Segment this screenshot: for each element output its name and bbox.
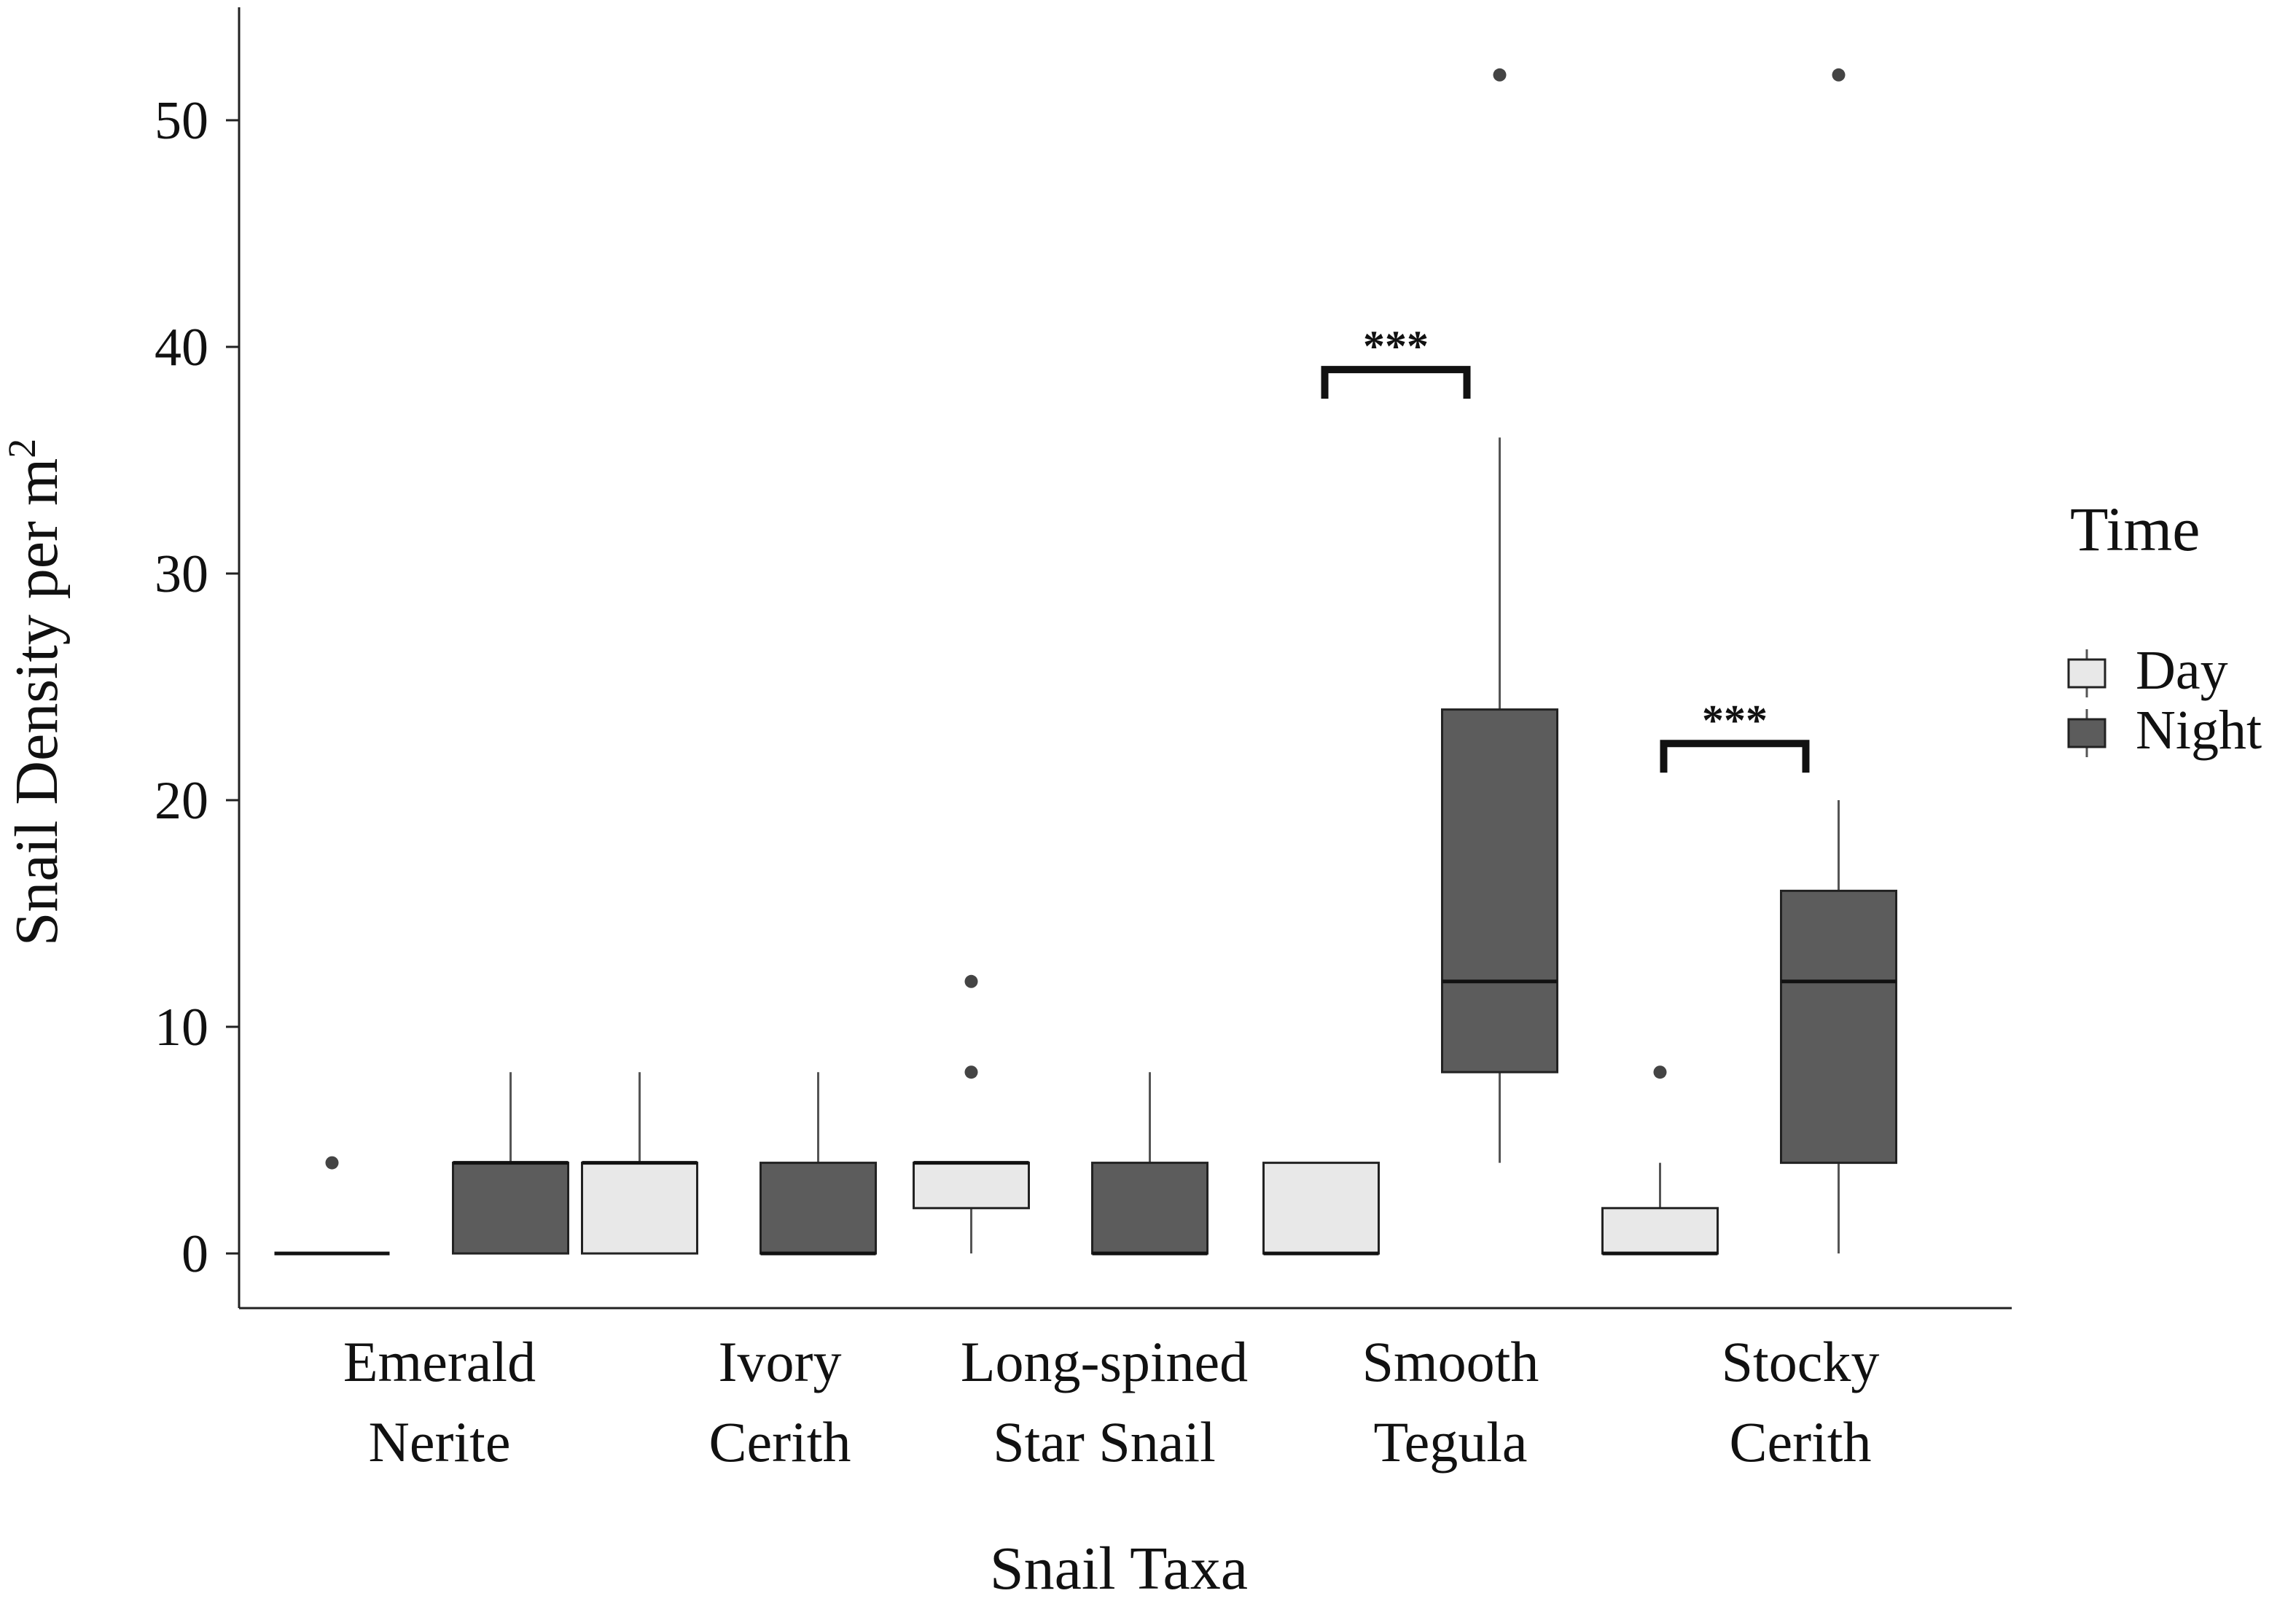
legend-label: Day (2136, 640, 2228, 701)
legend-title: Time (2070, 494, 2200, 564)
x-axis-title: Snail Taxa (990, 1535, 1248, 1603)
x-category-label: Smooth Tegula (1362, 1330, 1539, 1474)
x-category-label-line: Ivory (719, 1330, 842, 1393)
x-category-label-line: Cerith (1730, 1410, 1872, 1474)
significance-bracket: *** (1660, 696, 1810, 773)
box-night (1780, 889, 1897, 1165)
x-category-label: Ivory Cerith (709, 1330, 851, 1474)
y-tick-label: 20 (155, 771, 208, 831)
significance-brackets: *** *** (1321, 322, 1810, 773)
y-tick-label: 40 (155, 318, 208, 377)
y-axis-title-main: Snail Density per m (3, 458, 71, 947)
x-category-label-line: Star Snail (993, 1410, 1216, 1474)
bracket-line (1321, 366, 1471, 399)
bracket-line (1660, 740, 1810, 773)
box-group (1262, 68, 1558, 1256)
outlier-point (325, 1156, 339, 1170)
x-category-label: Emerald Nerite (343, 1330, 536, 1474)
plot-axes (238, 7, 2012, 1310)
box-night (452, 1162, 569, 1255)
legend-entry-day: Day (2067, 640, 2228, 701)
box-group (1601, 68, 1897, 1256)
x-category-label-line: Stocky (1722, 1330, 1880, 1393)
y-axis-ticks: 0 10 20 30 40 50 (155, 91, 239, 1284)
box-night (760, 1162, 877, 1255)
box-group (274, 1072, 569, 1256)
x-category-label-line: Smooth (1362, 1330, 1539, 1393)
outlier-point (1493, 68, 1507, 82)
x-category-label-line: Long-spined (961, 1330, 1248, 1393)
box-groups (274, 68, 1897, 1256)
significance-bracket: *** (1321, 322, 1471, 399)
y-axis-title: Snail Density per m2 (0, 439, 71, 947)
significance-label: *** (1363, 322, 1429, 370)
x-category-label-line: Cerith (709, 1410, 851, 1474)
outlier-point (964, 1065, 978, 1079)
legend-label: Night (2136, 700, 2262, 761)
x-category-label-line: Emerald (343, 1330, 536, 1393)
outlier-point (964, 974, 978, 988)
box-day (581, 1162, 698, 1255)
x-axis-category-labels: Emerald Nerite Ivory Cerith Long-spined Star … (343, 1330, 1879, 1474)
legend-key-box (2067, 718, 2106, 748)
y-tick-label: 50 (155, 91, 208, 151)
box-night (1441, 708, 1558, 1073)
legend-entry-night: Night (2067, 700, 2262, 761)
y-axis-title-superscript: 2 (0, 439, 44, 458)
outlier-point (1832, 68, 1846, 82)
legend-key-box (2067, 658, 2106, 689)
significance-label: *** (1702, 696, 1768, 744)
y-tick-label: 30 (155, 544, 208, 604)
y-tick-label: 0 (181, 1224, 208, 1284)
x-category-label-line: Nerite (369, 1410, 511, 1474)
box-night (1091, 1162, 1208, 1255)
box-day (1601, 1207, 1719, 1255)
box-day (1262, 1162, 1380, 1255)
box-group (581, 1072, 877, 1256)
x-category-label: Long-spined Star Snail (961, 1330, 1248, 1474)
y-tick-label: 10 (155, 998, 208, 1057)
box-group (913, 974, 1208, 1256)
box-day (913, 1162, 1030, 1210)
x-category-label: Stocky Cerith (1722, 1330, 1880, 1474)
outlier-point (1653, 1065, 1667, 1079)
x-category-label-line: Tegula (1373, 1410, 1527, 1474)
